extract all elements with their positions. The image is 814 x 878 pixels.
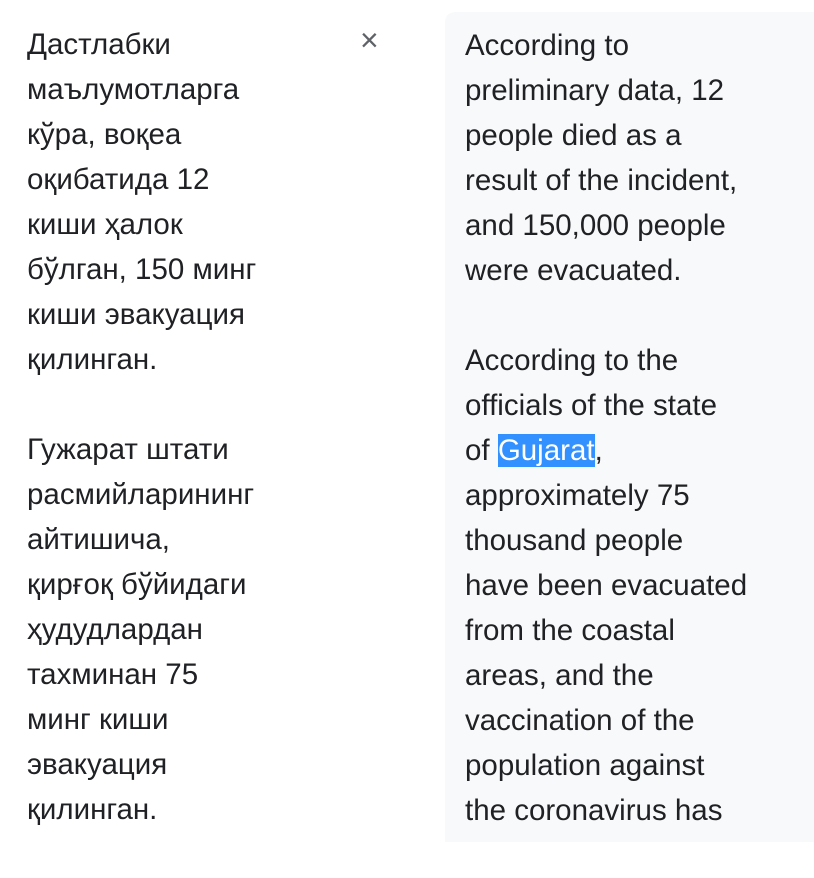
- text-line: from the coastal: [465, 614, 675, 647]
- text-line: were evacuated.: [465, 254, 682, 287]
- page: × Дастлабки маълумотларга кўра, воқеа оқиба…: [27, 22, 748, 827]
- text-line: эвакуация: [27, 748, 168, 781]
- translation-text: According to preliminary data, 12 people d…: [465, 23, 747, 878]
- text-line: approximately 75: [465, 479, 690, 512]
- text-line: have been evacuated: [465, 569, 748, 602]
- text-line: population against: [465, 749, 705, 782]
- text: of: [465, 434, 498, 467]
- paragraph: Гужарат штати расмийларининг айтишича, қирғ…: [27, 427, 256, 832]
- text-line: ҳудудлардан: [27, 613, 203, 646]
- text-line: қирғоқ бўйидаги: [27, 568, 247, 601]
- translation-panel: [445, 12, 814, 842]
- text-line: киши эвакуация: [27, 298, 245, 331]
- text-line: and 150,000 people: [465, 209, 726, 242]
- text: ,: [594, 434, 603, 467]
- text-line: preliminary data, 12: [465, 74, 725, 107]
- text-line: the coronavirus has: [465, 794, 723, 827]
- text-line: бўлган, 150 минг: [27, 253, 257, 286]
- text-line: кўра, воқеа: [27, 118, 182, 151]
- text-line: vaccination of the: [465, 704, 695, 737]
- text-line: people died as a: [465, 119, 682, 152]
- text-line: қилинган.: [27, 793, 158, 826]
- text-line: тахминан 75: [27, 658, 199, 691]
- text-line: маълумотларга: [27, 73, 240, 106]
- source-text: Дастлабки маълумотларга кўра, воқеа оқибати…: [27, 22, 256, 877]
- close-button[interactable]: ×: [360, 22, 379, 58]
- highlighted-text: Gujarat: [497, 434, 595, 467]
- paragraph: Дастлабки маълумотларга кўра, воқеа оқибати…: [27, 22, 256, 382]
- text-line: According to: [465, 29, 629, 62]
- text-line: оқибатида 12: [27, 163, 210, 196]
- text-line: thousand people: [465, 524, 684, 557]
- text-line: of Gujarat,: [465, 428, 747, 473]
- text-line: officials of the state: [465, 389, 717, 422]
- text-line: result of the incident,: [465, 164, 738, 197]
- text-line: расмийларининг: [27, 478, 255, 511]
- text-line: қилинган.: [27, 343, 158, 376]
- text-line: According to the: [465, 344, 679, 377]
- text-line: киши ҳалок: [27, 208, 183, 241]
- text-line: айтишича,: [27, 523, 170, 556]
- text-line: минг киши: [27, 703, 169, 736]
- text-line: areas, and the: [465, 659, 654, 692]
- text-line: Гужарат штати: [27, 433, 229, 466]
- text-line: Дастлабки: [27, 28, 171, 61]
- paragraph: According to the officials of the state of…: [465, 338, 747, 833]
- paragraph: According to preliminary data, 12 people d…: [465, 23, 747, 293]
